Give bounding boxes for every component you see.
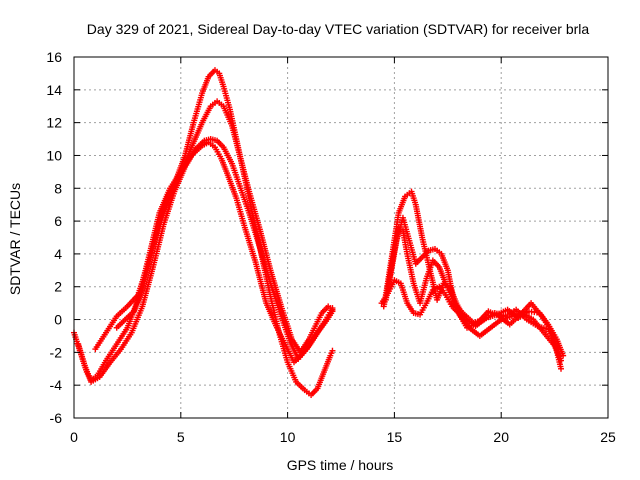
data-point: [553, 346, 560, 353]
x-tick-label: 25: [600, 429, 616, 445]
x-tick-label: 15: [387, 429, 403, 445]
series-arc-4: [113, 67, 336, 399]
grid: [74, 57, 608, 418]
y-tick-label: 6: [54, 213, 62, 229]
x-tick-label: 10: [280, 429, 296, 445]
data-points: [71, 67, 567, 399]
y-tick-label: 10: [46, 147, 62, 163]
x-tick-label: 5: [177, 429, 185, 445]
data-point: [329, 306, 336, 313]
y-tick-label: 8: [54, 180, 62, 196]
data-point: [558, 365, 565, 372]
y-tick-label: 2: [54, 279, 62, 295]
y-tick-label: 16: [46, 49, 62, 65]
y-tick-label: 12: [46, 115, 62, 131]
chart-title: Day 329 of 2021, Sidereal Day-to-day VTE…: [87, 21, 590, 37]
y-axis-label: SDTVAR / TECUs: [7, 183, 23, 295]
y-tick-label: -6: [50, 410, 63, 426]
y-tick-label: 0: [54, 312, 62, 328]
series-arc-5: [380, 214, 565, 364]
y-tick-label: -2: [50, 344, 63, 360]
y-tick-label: 4: [54, 246, 62, 262]
x-tick-label: 20: [493, 429, 509, 445]
data-point: [560, 352, 567, 359]
x-axis-label: GPS time / hours: [287, 457, 394, 473]
y-tick-label: 14: [46, 82, 62, 98]
data-point: [329, 347, 336, 354]
series-arc-8: [382, 224, 560, 353]
plot-frame: [73, 56, 609, 419]
axis-ticks: 0 5 10 15 20 25 -6 -4 -2 0 2 4 6 8 10 12 14 16: [46, 49, 616, 445]
x-tick-label: 0: [70, 429, 78, 445]
y-tick-label: -4: [50, 377, 63, 393]
